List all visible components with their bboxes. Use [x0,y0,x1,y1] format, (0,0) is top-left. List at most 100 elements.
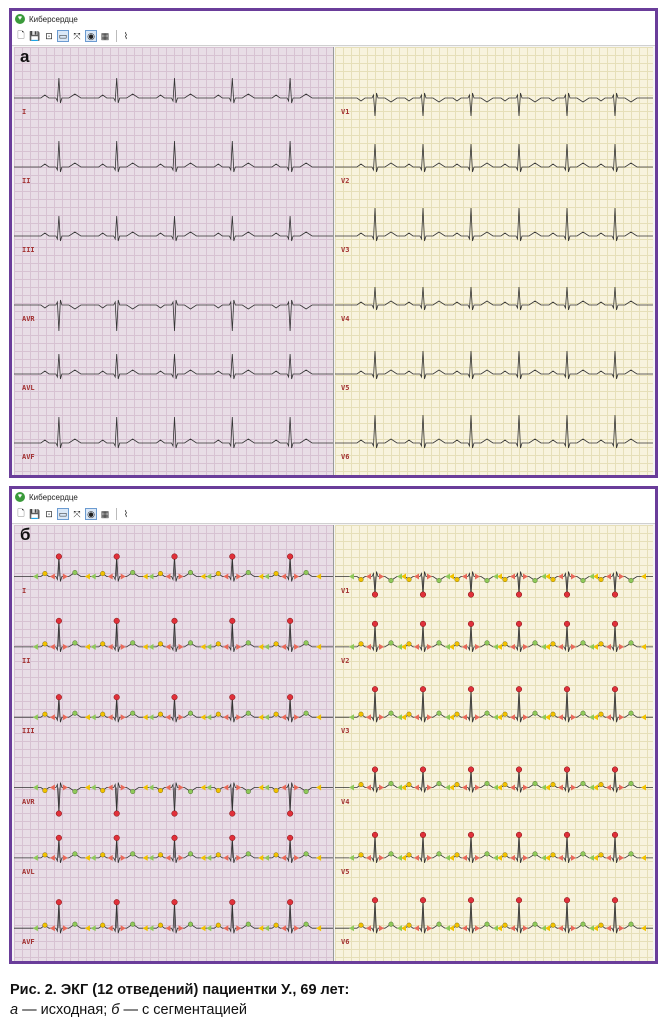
title-bar[interactable]: ♥ Киберсердце [12,11,655,27]
t-offset-marker [142,784,148,791]
t-wave-marker [303,851,309,857]
lead-label-v5: V5 [341,383,350,392]
qrs-onset-marker [223,925,229,932]
window-icon[interactable]: ▭ [57,30,69,42]
p-onset-marker [589,714,594,721]
p-wave-marker [358,922,364,928]
fit-icon[interactable]: ⤧ [73,30,81,41]
new-document-icon[interactable]: 🗋 [17,30,25,40]
t-offset-marker [401,643,406,650]
r-peak-marker [113,810,120,817]
grid-icon[interactable]: ▦ [100,30,110,41]
grid-icon[interactable]: ▦ [100,508,110,519]
window-title: Киберсердце [29,492,78,502]
r-peak-marker [229,553,236,560]
view-icon[interactable]: ◉ [85,30,97,42]
view-icon[interactable]: ◉ [85,508,97,520]
qrs-onset-marker [366,784,371,791]
export-icon[interactable]: ⊡ [45,508,53,519]
t-wave-marker [187,640,193,646]
fit-icon[interactable]: ⤧ [73,508,81,519]
qrs-onset-marker [49,573,55,580]
p-wave-marker [598,782,604,788]
save-icon[interactable]: 💾 [29,30,41,41]
t-wave-marker [72,570,78,576]
caption-a-letter: а [10,1002,19,1018]
qrs-onset-marker [558,643,563,650]
t-wave-marker [187,921,193,927]
export-icon[interactable]: ⊡ [45,30,53,41]
p-onset-marker [148,925,154,932]
qrs-offset-marker [619,714,624,721]
qrs-offset-marker [120,854,126,861]
t-wave-marker [580,640,586,646]
p-wave-marker [273,852,279,858]
p-wave-marker [273,641,279,647]
p-wave-marker [502,577,508,583]
qrs-offset-marker [523,784,528,791]
qrs-offset-marker [236,854,242,861]
t-offset-marker [449,854,454,861]
t-wave-marker [580,851,586,857]
window-icon[interactable]: ▭ [57,508,69,520]
r-peak-marker [419,897,427,904]
qrs-offset-marker [571,925,576,932]
p-onset-marker [493,784,498,791]
p-onset-marker [264,854,270,861]
p-wave-marker [406,577,412,583]
chest-leads-panel[interactable]: V1 V2 V3 V4 V5 V6 [335,47,653,475]
t-wave-marker [388,851,394,857]
t-wave-marker [72,710,78,716]
p-onset-marker [589,854,594,861]
lead-label-ii: II [22,176,31,185]
t-offset-marker [142,854,148,861]
t-offset-marker [545,784,550,791]
t-wave-marker [388,921,394,927]
r-peak-marker [563,620,571,627]
t-wave-marker [245,921,251,927]
title-bar[interactable]: ♥ Киберсердце [12,489,655,505]
save-icon[interactable]: 💾 [29,508,41,519]
r-peak-marker [287,553,294,560]
qrs-offset-marker [294,854,300,861]
p-onset-marker [541,784,546,791]
qrs-offset-marker [427,854,432,861]
t-wave-marker [130,640,136,646]
r-peak-marker [229,899,236,906]
qrs-offset-marker [120,714,126,721]
r-peak-marker [371,766,379,773]
chest-leads-panel[interactable]: V1 V2 V3 V4 V5 V6 [335,525,653,961]
p-wave-marker [100,571,106,577]
figure-caption: Рис. 2. ЭКГ (12 отведений) пациентки У.,… [10,980,658,1020]
p-onset-marker [397,643,402,650]
p-wave-marker [215,788,221,794]
t-wave-marker [532,578,538,584]
qrs-offset-marker [178,925,184,932]
t-offset-marker [316,854,322,861]
t-offset-marker [258,714,264,721]
qrs-onset-marker [606,784,611,791]
qrs-offset-marker [62,714,68,721]
toolbar-separator [116,508,117,520]
lead-label-v2: V2 [341,176,350,185]
p-onset-marker [349,925,354,932]
qrs-onset-marker [49,925,55,932]
p-onset-marker [90,925,96,932]
t-offset-marker [142,573,148,580]
qrs-onset-marker [414,925,419,932]
p-onset-marker [206,854,212,861]
limb-leads-panel[interactable]: б I II III AVR AVL AVF [14,525,334,961]
waveform-icon[interactable]: ⌇ [123,508,129,519]
p-wave-marker [273,571,279,577]
ecg-trace-v5 [335,834,653,864]
waveform-icon[interactable]: ⌇ [123,30,129,41]
t-offset-marker [401,854,406,861]
p-wave-marker [100,711,106,717]
p-wave-marker [502,711,508,717]
limb-leads-panel[interactable]: а I II III AVR AVL AVF [14,47,334,475]
r-peak-marker [419,766,427,773]
p-onset-marker [206,573,212,580]
r-peak-marker [611,591,619,598]
new-document-icon[interactable]: 🗋 [17,508,25,518]
qrs-offset-marker [523,573,528,580]
